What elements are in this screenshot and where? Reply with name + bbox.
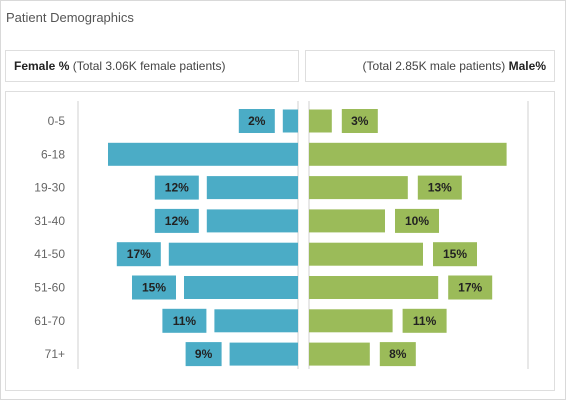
female-header-label: Female % <box>14 59 70 73</box>
male-bar <box>309 142 507 166</box>
male-data-label-box <box>341 109 378 133</box>
male-data-label: 8% <box>389 347 407 361</box>
female-header: Female % (Total 3.06K female patients) <box>5 50 299 82</box>
category-tick-label: 6-18 <box>41 147 65 161</box>
category-tick-label: 51-60 <box>34 281 65 295</box>
female-data-label-box <box>162 308 207 333</box>
male-bar <box>309 276 439 299</box>
male-bar <box>309 176 408 200</box>
male-data-label: 11% <box>413 314 437 328</box>
male-data-label: 3% <box>351 114 369 128</box>
female-data-label: 9% <box>195 347 213 361</box>
female-data-label: 15% <box>142 281 166 295</box>
male-data-label: 10% <box>405 214 429 228</box>
category-tick-label: 31-40 <box>34 214 65 228</box>
category-tick-label: 71+ <box>45 347 65 361</box>
category-tick-label: 61-70 <box>34 314 65 328</box>
female-bar <box>184 276 298 299</box>
male-data-label: 17% <box>458 281 482 295</box>
widget-title: Patient Demographics <box>6 10 134 25</box>
female-bar <box>229 342 298 366</box>
female-bar <box>206 209 298 233</box>
male-data-label-box <box>448 275 493 300</box>
male-bar <box>309 342 370 366</box>
category-tick-label: 41-50 <box>34 247 65 261</box>
male-total-text: (Total 2.85K male patients) <box>362 59 506 73</box>
male-data-label-box <box>379 342 416 367</box>
female-data-label-box <box>185 342 222 367</box>
female-data-label-box <box>154 208 199 233</box>
female-data-label: 17% <box>127 247 151 261</box>
female-data-label: 2% <box>248 114 266 128</box>
female-data-label: 11% <box>173 314 197 328</box>
male-bar <box>309 242 423 266</box>
female-total-text: (Total 3.06K female patients) <box>72 59 226 73</box>
female-data-label: 12% <box>165 214 189 228</box>
male-bar <box>309 209 385 233</box>
male-data-label-box <box>433 242 477 267</box>
male-data-label-box <box>402 308 447 333</box>
male-bar <box>309 109 332 133</box>
male-data-label-box <box>417 175 462 200</box>
male-header: (Total 2.85K male patients) Male% <box>305 50 555 82</box>
male-header-label: Male% <box>508 59 546 73</box>
female-data-label-box <box>238 109 275 133</box>
female-data-label-box <box>116 242 161 267</box>
male-data-label: 13% <box>428 181 452 195</box>
female-bar <box>168 242 298 266</box>
female-bar <box>214 309 298 333</box>
category-tick-label: 0-5 <box>48 114 66 128</box>
female-bar <box>108 142 298 166</box>
female-bar <box>282 109 298 133</box>
female-data-label: 12% <box>165 181 189 195</box>
chart-panel <box>5 91 555 391</box>
male-data-label-box <box>395 208 439 233</box>
female-data-label-box <box>154 175 199 200</box>
male-bar <box>309 309 393 333</box>
female-bar <box>206 176 298 200</box>
category-tick-label: 19-30 <box>34 181 65 195</box>
male-data-label: 15% <box>443 247 467 261</box>
female-data-label-box <box>132 275 176 300</box>
